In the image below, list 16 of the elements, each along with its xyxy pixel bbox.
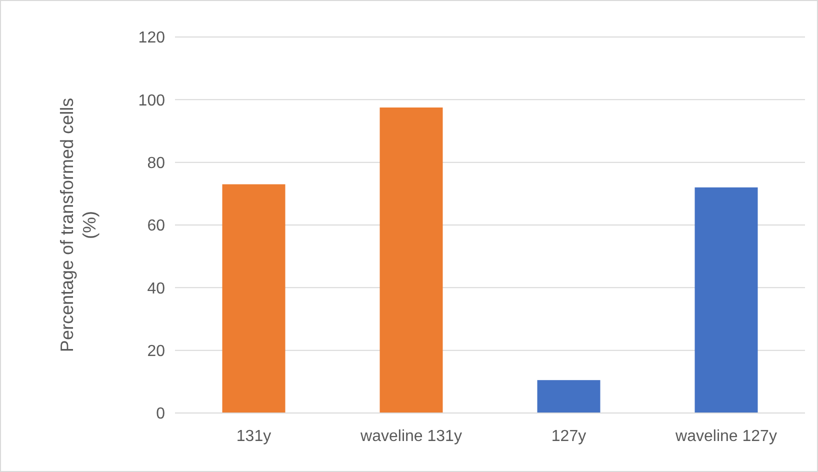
y-tick-label: 100 — [138, 92, 166, 110]
y-axis-title: Percentage of transformed cells (%) — [57, 98, 100, 352]
bar — [380, 108, 443, 413]
bar — [222, 184, 286, 413]
x-tick-label: 127y — [551, 428, 586, 445]
y-tick-label: 80 — [147, 154, 166, 172]
x-tick-label: waveline 127y — [674, 428, 777, 445]
x-tick-label: 131y — [236, 428, 272, 445]
y-tick-label: 40 — [147, 280, 166, 298]
bar — [694, 187, 758, 413]
y-tick-label: 60 — [147, 218, 166, 235]
y-tick-label: 0 — [156, 406, 166, 423]
bar — [537, 380, 600, 413]
y-tick-label: 120 — [138, 30, 166, 47]
y-tick-label: 20 — [147, 342, 166, 360]
x-tick-label: waveline 131y — [360, 428, 462, 445]
